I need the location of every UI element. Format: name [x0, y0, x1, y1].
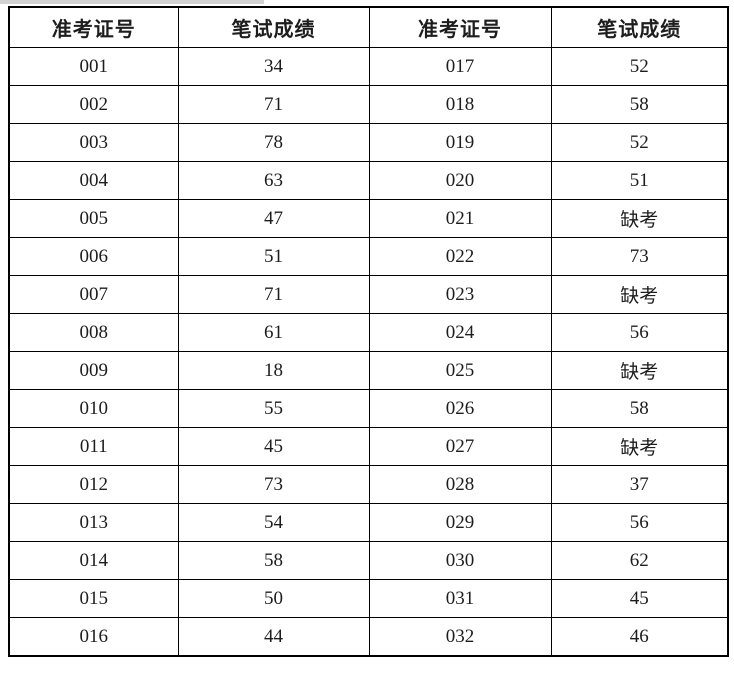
- exam-id-cell: 002: [8, 85, 179, 124]
- exam-id-cell: 014: [8, 541, 179, 580]
- table-row: 015 50 031 45: [8, 579, 729, 618]
- score-cell: 51: [177, 237, 370, 276]
- exam-id-cell: 028: [368, 465, 552, 504]
- score-cell: 46: [550, 617, 729, 657]
- score-cell: 37: [550, 465, 729, 504]
- score-cell: 45: [550, 579, 729, 618]
- score-cell: 58: [177, 541, 370, 580]
- score-cell: 34: [177, 47, 370, 86]
- header-row: 准考证号 笔试成绩 准考证号 笔试成绩: [8, 6, 729, 48]
- score-cell: 62: [550, 541, 729, 580]
- table-row: 009 18 025 缺考: [8, 351, 729, 390]
- score-cell: 58: [550, 85, 729, 124]
- table-row: 012 73 028 37: [8, 465, 729, 504]
- exam-id-cell: 001: [8, 47, 179, 86]
- exam-id-cell: 026: [368, 389, 552, 428]
- exam-id-cell: 012: [8, 465, 179, 504]
- exam-id-cell: 011: [8, 427, 179, 466]
- score-cell: 45: [177, 427, 370, 466]
- table-row: 016 44 032 46: [8, 617, 729, 657]
- table-row: 013 54 029 56: [8, 503, 729, 542]
- score-cell: 71: [177, 275, 370, 314]
- score-cell: 56: [550, 503, 729, 542]
- score-cell: 58: [550, 389, 729, 428]
- exam-id-cell: 016: [8, 617, 179, 657]
- table-row: 010 55 026 58: [8, 389, 729, 428]
- exam-id-cell: 004: [8, 161, 179, 200]
- exam-id-cell: 023: [368, 275, 552, 314]
- score-cell: 44: [177, 617, 370, 657]
- table-row: 008 61 024 56: [8, 313, 729, 352]
- exam-id-cell: 032: [368, 617, 552, 657]
- score-cell: 52: [550, 47, 729, 86]
- score-cell: 56: [550, 313, 729, 352]
- score-cell: 缺考: [550, 275, 729, 314]
- header-written-score-left: 笔试成绩: [177, 6, 370, 48]
- exam-id-cell: 024: [368, 313, 552, 352]
- exam-id-cell: 009: [8, 351, 179, 390]
- exam-id-cell: 021: [368, 199, 552, 238]
- score-cell: 52: [550, 123, 729, 162]
- table-row: 002 71 018 58: [8, 85, 729, 124]
- score-cell: 55: [177, 389, 370, 428]
- score-cell: 71: [177, 85, 370, 124]
- table-row: 011 45 027 缺考: [8, 427, 729, 466]
- exam-id-cell: 025: [368, 351, 552, 390]
- exam-id-cell: 030: [368, 541, 552, 580]
- exam-id-cell: 013: [8, 503, 179, 542]
- exam-id-cell: 010: [8, 389, 179, 428]
- header-written-score-right: 笔试成绩: [550, 6, 729, 48]
- score-cell: 73: [177, 465, 370, 504]
- exam-id-cell: 022: [368, 237, 552, 276]
- score-cell: 47: [177, 199, 370, 238]
- score-cell: 缺考: [550, 199, 729, 238]
- exam-id-cell: 003: [8, 123, 179, 162]
- exam-id-cell: 015: [8, 579, 179, 618]
- table-row: 003 78 019 52: [8, 123, 729, 162]
- table-row: 001 34 017 52: [8, 47, 729, 86]
- score-cell: 50: [177, 579, 370, 618]
- score-cell: 缺考: [550, 351, 729, 390]
- exam-id-cell: 008: [8, 313, 179, 352]
- header-exam-id-left: 准考证号: [8, 6, 179, 48]
- exam-id-cell: 018: [368, 85, 552, 124]
- exam-id-cell: 005: [8, 199, 179, 238]
- table-row: 014 58 030 62: [8, 541, 729, 580]
- score-cell: 78: [177, 123, 370, 162]
- exam-id-cell: 017: [368, 47, 552, 86]
- score-cell: 61: [177, 313, 370, 352]
- exam-id-cell: 019: [368, 123, 552, 162]
- window-edge-artifact: [0, 0, 264, 4]
- score-cell: 51: [550, 161, 729, 200]
- table-row: 007 71 023 缺考: [8, 275, 729, 314]
- exam-id-cell: 027: [368, 427, 552, 466]
- table-row: 004 63 020 51: [8, 161, 729, 200]
- exam-id-cell: 007: [8, 275, 179, 314]
- score-cell: 54: [177, 503, 370, 542]
- table-row: 006 51 022 73: [8, 237, 729, 276]
- exam-id-cell: 029: [368, 503, 552, 542]
- exam-id-cell: 031: [368, 579, 552, 618]
- score-cell: 73: [550, 237, 729, 276]
- exam-score-table: 准考证号 笔试成绩 准考证号 笔试成绩 001 34 017 52 002 71 018 58…: [8, 6, 729, 657]
- score-cell: 63: [177, 161, 370, 200]
- exam-id-cell: 006: [8, 237, 179, 276]
- header-exam-id-right: 准考证号: [368, 6, 552, 48]
- table-row: 005 47 021 缺考: [8, 199, 729, 238]
- score-cell: 18: [177, 351, 370, 390]
- exam-id-cell: 020: [368, 161, 552, 200]
- score-cell: 缺考: [550, 427, 729, 466]
